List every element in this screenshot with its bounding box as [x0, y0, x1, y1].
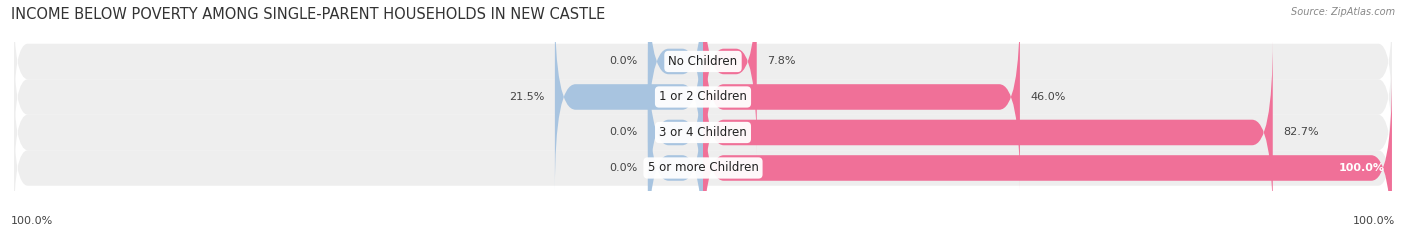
Text: Source: ZipAtlas.com: Source: ZipAtlas.com [1291, 7, 1395, 17]
FancyBboxPatch shape [703, 3, 1019, 191]
Text: 100.0%: 100.0% [11, 216, 53, 226]
Text: 5 or more Children: 5 or more Children [648, 161, 758, 175]
FancyBboxPatch shape [703, 0, 756, 155]
FancyBboxPatch shape [648, 39, 703, 226]
FancyBboxPatch shape [14, 44, 1392, 150]
FancyBboxPatch shape [648, 0, 703, 155]
FancyBboxPatch shape [703, 74, 1392, 233]
FancyBboxPatch shape [14, 8, 1392, 115]
Text: 46.0%: 46.0% [1031, 92, 1066, 102]
FancyBboxPatch shape [703, 39, 1272, 226]
FancyBboxPatch shape [14, 79, 1392, 186]
Text: 82.7%: 82.7% [1284, 127, 1319, 137]
Text: 100.0%: 100.0% [1339, 163, 1385, 173]
Text: 7.8%: 7.8% [768, 56, 796, 66]
Text: 1 or 2 Children: 1 or 2 Children [659, 90, 747, 103]
Text: INCOME BELOW POVERTY AMONG SINGLE-PARENT HOUSEHOLDS IN NEW CASTLE: INCOME BELOW POVERTY AMONG SINGLE-PARENT… [11, 7, 606, 22]
Text: 0.0%: 0.0% [609, 127, 637, 137]
Text: 0.0%: 0.0% [609, 163, 637, 173]
Text: 3 or 4 Children: 3 or 4 Children [659, 126, 747, 139]
FancyBboxPatch shape [648, 74, 703, 233]
Text: 21.5%: 21.5% [509, 92, 544, 102]
Text: No Children: No Children [668, 55, 738, 68]
FancyBboxPatch shape [555, 3, 703, 191]
Text: 100.0%: 100.0% [1353, 216, 1395, 226]
FancyBboxPatch shape [14, 115, 1392, 221]
Text: 0.0%: 0.0% [609, 56, 637, 66]
